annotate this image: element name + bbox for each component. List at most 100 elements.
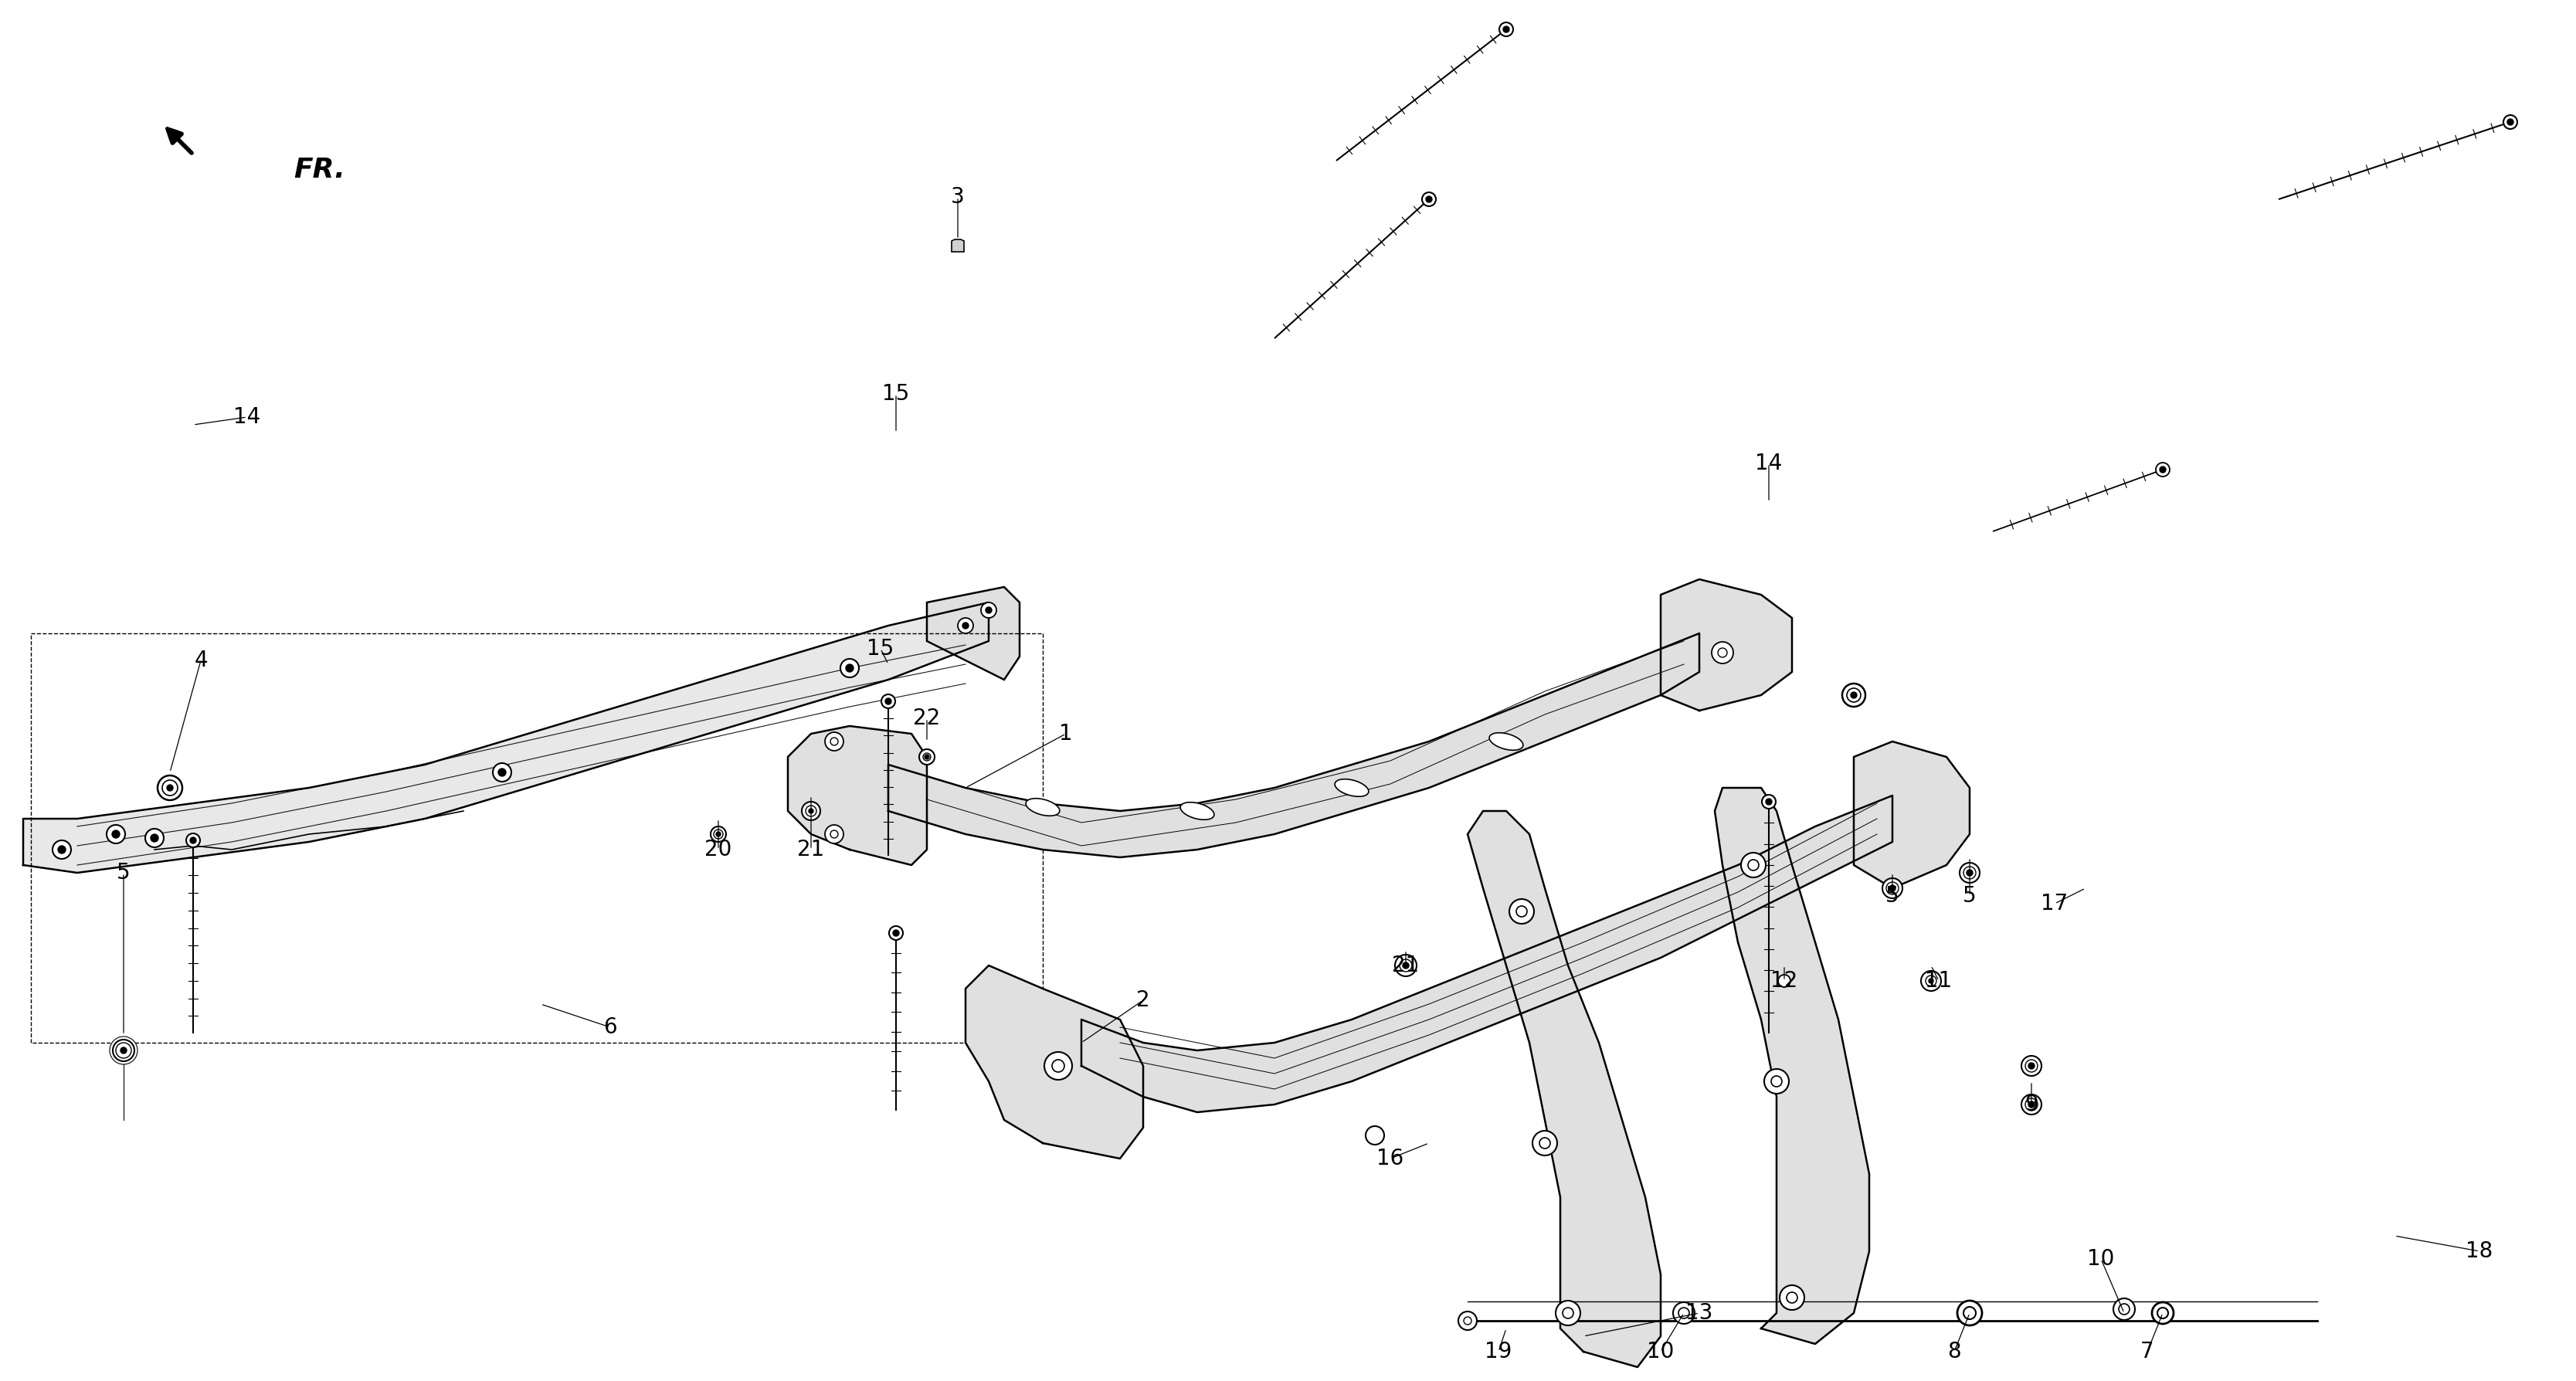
Circle shape bbox=[1927, 975, 1937, 986]
Circle shape bbox=[1963, 867, 1976, 878]
Circle shape bbox=[2156, 1308, 2169, 1319]
Circle shape bbox=[1427, 196, 1432, 203]
Circle shape bbox=[925, 754, 930, 760]
Circle shape bbox=[1533, 1131, 1556, 1156]
Polygon shape bbox=[1855, 742, 1971, 888]
Circle shape bbox=[1404, 963, 1409, 968]
Text: 10: 10 bbox=[2087, 1248, 2115, 1269]
Circle shape bbox=[1741, 852, 1765, 877]
Text: 14: 14 bbox=[1754, 453, 1783, 474]
Text: 10: 10 bbox=[1646, 1341, 1674, 1363]
Circle shape bbox=[801, 802, 819, 820]
Circle shape bbox=[157, 776, 183, 800]
Circle shape bbox=[1883, 878, 1904, 898]
Circle shape bbox=[845, 664, 853, 673]
Circle shape bbox=[963, 623, 969, 628]
Circle shape bbox=[824, 732, 842, 751]
Text: 20: 20 bbox=[706, 838, 732, 860]
Circle shape bbox=[1965, 870, 1973, 876]
Circle shape bbox=[1780, 1286, 1803, 1311]
Text: 12: 12 bbox=[1770, 969, 1798, 992]
Circle shape bbox=[2025, 1059, 2038, 1072]
Ellipse shape bbox=[1025, 798, 1059, 816]
Text: 13: 13 bbox=[1685, 1302, 1713, 1324]
Circle shape bbox=[1888, 885, 1896, 891]
Circle shape bbox=[711, 826, 726, 842]
Circle shape bbox=[185, 833, 201, 848]
Circle shape bbox=[1043, 1052, 1072, 1080]
Text: 1: 1 bbox=[1059, 722, 1072, 744]
Polygon shape bbox=[966, 965, 1144, 1159]
Circle shape bbox=[889, 927, 904, 940]
Circle shape bbox=[1765, 1069, 1788, 1094]
Circle shape bbox=[1672, 1302, 1695, 1324]
Text: 9: 9 bbox=[2025, 1094, 2038, 1116]
Circle shape bbox=[1765, 798, 1772, 805]
Circle shape bbox=[1422, 192, 1435, 206]
Circle shape bbox=[987, 608, 992, 613]
Ellipse shape bbox=[1180, 802, 1213, 820]
Polygon shape bbox=[1082, 795, 1893, 1112]
Circle shape bbox=[1960, 863, 1981, 882]
Circle shape bbox=[1850, 692, 1857, 699]
Circle shape bbox=[2112, 1298, 2136, 1320]
Circle shape bbox=[1847, 688, 1860, 702]
Polygon shape bbox=[1716, 787, 1870, 1344]
Polygon shape bbox=[23, 602, 989, 873]
Text: 15: 15 bbox=[868, 638, 894, 660]
Text: 8: 8 bbox=[1947, 1341, 1960, 1363]
Text: 7: 7 bbox=[2141, 1341, 2154, 1363]
Circle shape bbox=[714, 830, 724, 838]
Circle shape bbox=[2027, 1102, 2035, 1108]
Circle shape bbox=[981, 602, 997, 617]
Circle shape bbox=[958, 617, 974, 634]
Circle shape bbox=[1958, 1301, 1981, 1326]
Circle shape bbox=[922, 753, 930, 761]
Circle shape bbox=[111, 1037, 137, 1065]
Text: 3: 3 bbox=[951, 186, 963, 207]
Circle shape bbox=[113, 1040, 134, 1061]
Circle shape bbox=[809, 809, 814, 813]
Polygon shape bbox=[1468, 811, 1662, 1367]
Circle shape bbox=[497, 768, 505, 776]
Circle shape bbox=[1762, 795, 1775, 809]
Circle shape bbox=[1396, 954, 1417, 976]
Text: 4: 4 bbox=[193, 649, 209, 671]
Circle shape bbox=[1886, 882, 1899, 895]
Text: 5: 5 bbox=[1886, 885, 1899, 907]
Circle shape bbox=[886, 699, 891, 704]
Circle shape bbox=[1499, 22, 1512, 36]
Circle shape bbox=[162, 780, 178, 795]
Circle shape bbox=[806, 805, 817, 816]
Text: 14: 14 bbox=[234, 406, 260, 428]
Text: 15: 15 bbox=[884, 383, 909, 405]
Circle shape bbox=[716, 831, 721, 837]
Circle shape bbox=[2117, 1304, 2130, 1315]
Polygon shape bbox=[927, 587, 1020, 679]
Circle shape bbox=[1963, 1306, 1976, 1319]
Circle shape bbox=[1929, 979, 1935, 983]
Circle shape bbox=[1510, 899, 1535, 924]
Circle shape bbox=[1556, 1301, 1579, 1326]
Text: 22: 22 bbox=[914, 707, 940, 729]
Ellipse shape bbox=[1334, 779, 1368, 797]
Circle shape bbox=[2022, 1095, 2043, 1114]
Circle shape bbox=[57, 845, 64, 853]
Text: 18: 18 bbox=[2465, 1240, 2494, 1262]
Polygon shape bbox=[1662, 579, 1793, 711]
Circle shape bbox=[2022, 1056, 2043, 1076]
Text: 21: 21 bbox=[1391, 954, 1419, 976]
Circle shape bbox=[2159, 467, 2166, 472]
Circle shape bbox=[106, 824, 126, 844]
Polygon shape bbox=[951, 239, 963, 251]
Circle shape bbox=[52, 841, 72, 859]
Circle shape bbox=[121, 1047, 126, 1054]
Text: 5: 5 bbox=[116, 862, 131, 884]
Circle shape bbox=[2151, 1302, 2174, 1324]
Circle shape bbox=[167, 784, 173, 791]
Text: 16: 16 bbox=[1376, 1148, 1404, 1170]
Circle shape bbox=[1458, 1312, 1476, 1330]
Text: 17: 17 bbox=[2040, 894, 2069, 914]
Circle shape bbox=[2025, 1098, 2038, 1110]
Polygon shape bbox=[889, 634, 1700, 858]
